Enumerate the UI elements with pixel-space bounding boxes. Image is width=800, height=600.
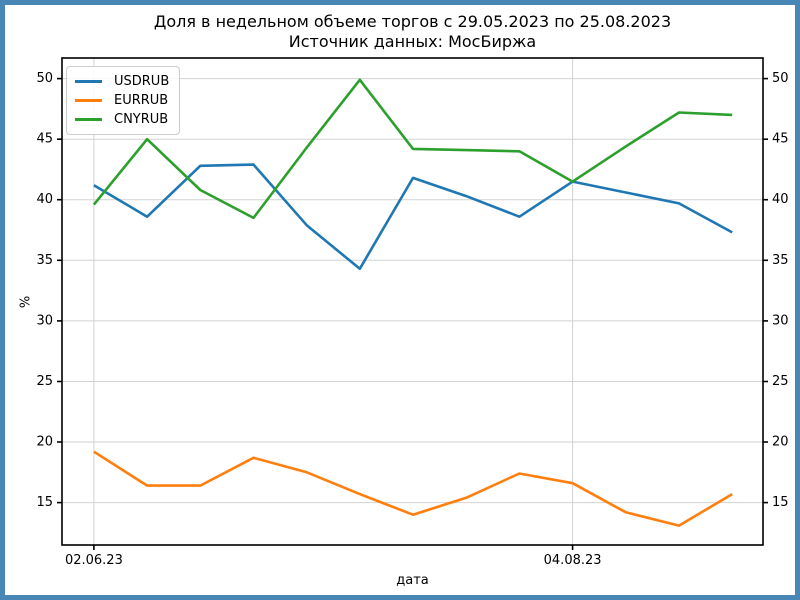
legend-item-usdrub: USDRUB <box>75 72 169 91</box>
y-tick-label-left: 35 <box>36 253 53 268</box>
legend-line-eurrub <box>75 99 102 102</box>
y-tick-label-left: 50 <box>36 71 53 86</box>
y-tick-label-left: 30 <box>36 313 53 328</box>
legend-line-cnyrub <box>75 118 102 121</box>
y-tick-label-right: 15 <box>772 495 789 510</box>
legend-item-eurrub: EURRUB <box>75 91 169 110</box>
y-tick-label-right: 50 <box>772 71 789 86</box>
legend-line-usdrub <box>75 80 102 83</box>
y-tick-label-left: 40 <box>36 192 53 207</box>
x-axis-label: дата <box>396 573 429 588</box>
series-line-cnyrub <box>92 78 733 220</box>
x-tick-label: 04.08.23 <box>544 553 602 568</box>
y-tick-label-right: 25 <box>772 374 789 389</box>
y-tick-label-right: 20 <box>772 435 789 450</box>
y-tick-label-left: 45 <box>36 132 53 147</box>
plot-area: 15 15 20 20 25 25 30 30 35 35 40 40 45 45 50 50 02.06.23… <box>36 57 789 568</box>
chart-title: Доля в недельном объеме торгов с 29.05.2… <box>153 12 672 31</box>
plot-border <box>61 57 764 546</box>
y-tick-label-right: 30 <box>772 313 789 328</box>
y-tick-label-right: 35 <box>772 253 789 268</box>
y-axis-label: % <box>18 295 34 309</box>
series-line-usdrub <box>93 163 733 271</box>
legend-label-usdrub: USDRUB <box>114 74 170 89</box>
y-tick-label-left: 15 <box>36 495 53 510</box>
series-line-eurrub <box>93 450 733 527</box>
y-tick-label-left: 20 <box>36 435 53 450</box>
chart-subtitle: Источник данных: МосБиржа <box>288 32 537 51</box>
legend-label-cnyrub: CNYRUB <box>114 112 169 127</box>
y-tick-label-left: 25 <box>36 374 53 389</box>
y-tick-label-right: 40 <box>772 192 789 207</box>
x-tick-label: 02.06.23 <box>65 553 123 568</box>
y-tick-label-right: 45 <box>772 132 789 147</box>
title-block: Доля в недельном объеме торгов с 29.05.2… <box>62 12 763 52</box>
legend-label-eurrub: EURRUB <box>114 93 169 108</box>
legend: USDRUB EURRUB CNYRUB <box>66 66 181 135</box>
legend-item-cnyrub: CNYRUB <box>75 110 169 129</box>
